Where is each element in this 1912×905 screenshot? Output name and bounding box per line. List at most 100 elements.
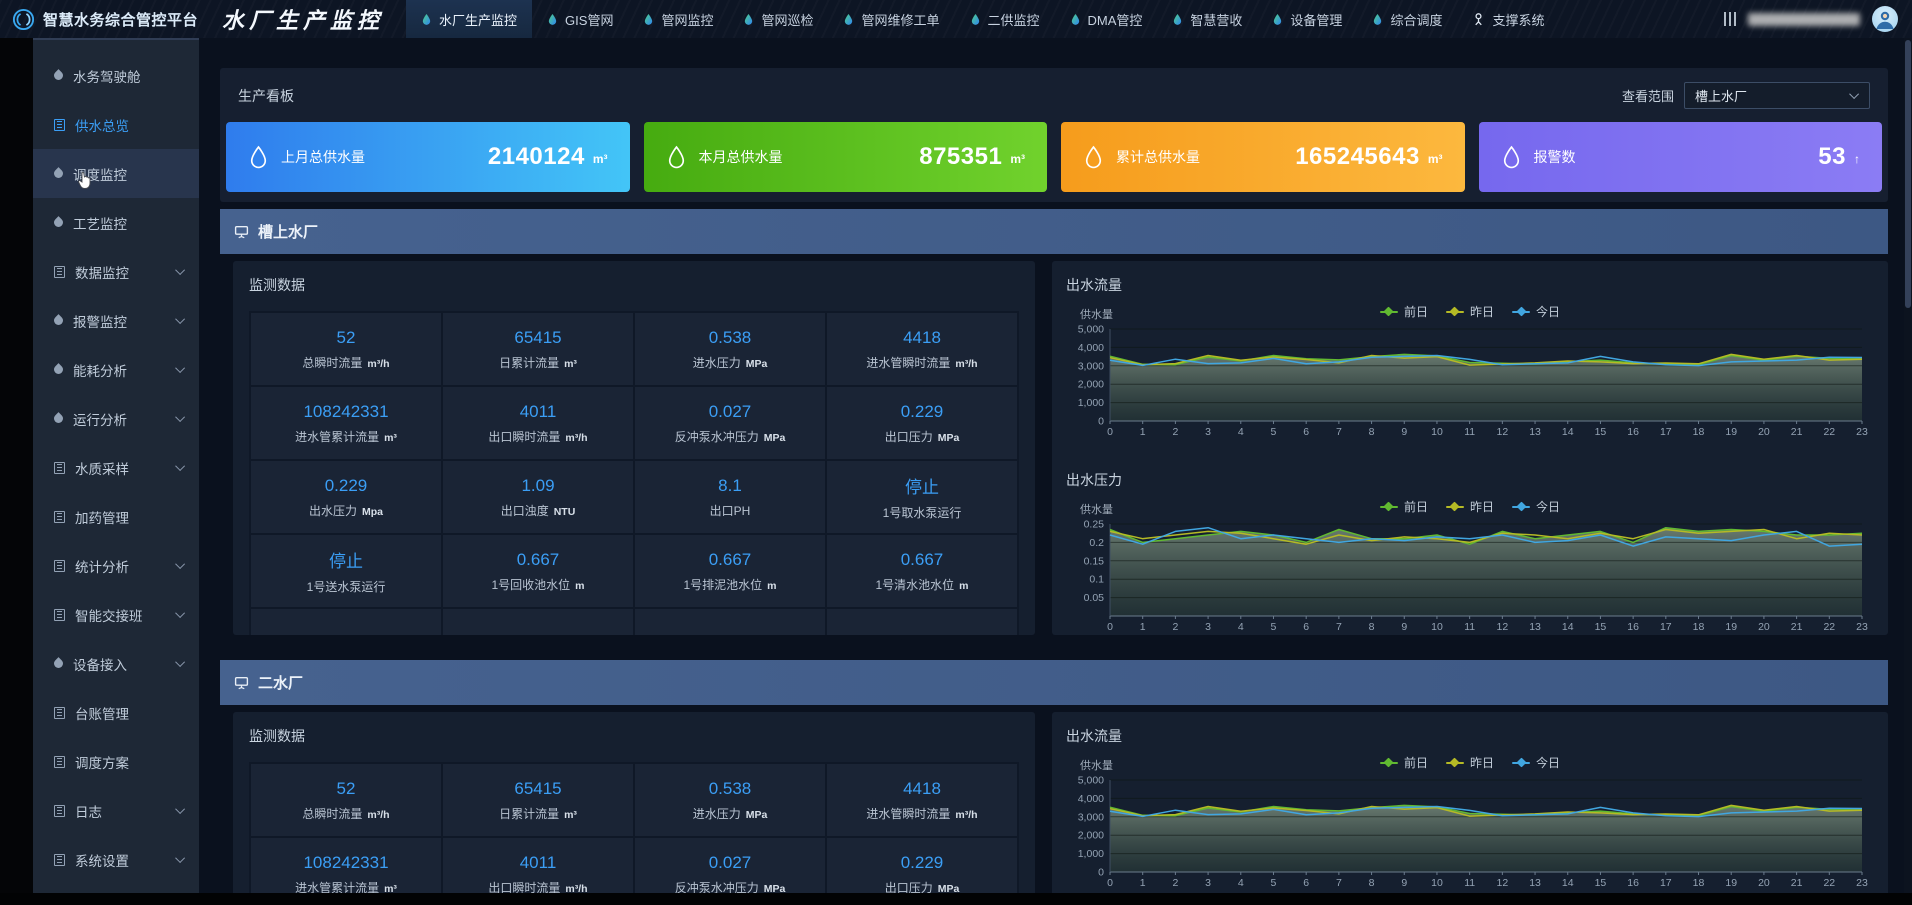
- sidebar-item[interactable]: 加药管理: [33, 492, 199, 541]
- sidebar-item[interactable]: 供水总览: [33, 100, 199, 149]
- sidebar-item[interactable]: 工艺监控: [33, 198, 199, 247]
- legend-item[interactable]: 前日: [1379, 303, 1428, 320]
- sidebar-item[interactable]: 统计分析: [33, 541, 199, 590]
- nav-item[interactable]: 水厂生产监控: [406, 0, 533, 38]
- sidebar-item[interactable]: 系统设置: [33, 835, 199, 884]
- svg-text:17: 17: [1660, 621, 1672, 633]
- sidebar-item-label: 工艺监控: [73, 216, 127, 232]
- svg-text:1,000: 1,000: [1078, 848, 1104, 860]
- svg-text:0: 0: [1107, 877, 1113, 889]
- metric-cell: 0.538 进水压力 MPa: [635, 313, 825, 385]
- svg-text:23: 23: [1856, 877, 1868, 889]
- metric-label: 进水管瞬时流量: [866, 355, 951, 370]
- legend-item[interactable]: 今日: [1512, 498, 1560, 515]
- sidebar-item[interactable]: 调度方案: [33, 737, 199, 786]
- left-black-rail: [0, 38, 33, 893]
- svg-text:5: 5: [1271, 426, 1277, 438]
- sidebar-item[interactable]: 数据监控: [33, 247, 199, 296]
- sidebar-item[interactable]: 设备接入: [33, 639, 199, 688]
- top-nav: 智慧水务综合管控平台 水厂生产监控 水厂生产监控 GIS管网 管网监控 管网巡检…: [0, 0, 1912, 38]
- nav-item[interactable]: 设备管理: [1257, 0, 1357, 38]
- nav-item[interactable]: 综合调度: [1357, 0, 1457, 38]
- metric-cell: 0.667 1号清水池水位 m: [827, 535, 1017, 607]
- svg-text:20: 20: [1758, 877, 1770, 889]
- metric-value: 52: [336, 327, 356, 347]
- nav-item[interactable]: DMA管控: [1055, 0, 1158, 38]
- metric-value: 108242331: [303, 401, 389, 421]
- nav-item[interactable]: 智慧营收: [1157, 0, 1257, 38]
- nav-item[interactable]: 二供监控: [955, 0, 1055, 38]
- chart-plot-holder: 0.05 0.1 0.15 0.2 0.25 0 1 2 3 4 5 6 7 8 9 10 11 12 13 14 15…: [1064, 518, 1876, 635]
- nav-item-label: 综合调度: [1390, 12, 1443, 28]
- user-avatar[interactable]: [1872, 6, 1898, 32]
- legend-item[interactable]: 昨日: [1445, 498, 1494, 515]
- droplet-icon: [971, 13, 979, 25]
- sidebar-item[interactable]: 报警监控: [33, 296, 199, 345]
- chart-title: 出水压力: [1066, 472, 1122, 488]
- nav-item-label: 管网维修工单: [861, 12, 940, 28]
- nav-item[interactable]: 管网监控: [628, 0, 728, 38]
- svg-text:19: 19: [1725, 877, 1737, 889]
- metric-cell: 0.667 1号回收池水位 m: [443, 535, 633, 607]
- legend-item[interactable]: 前日: [1379, 754, 1428, 771]
- metric-value: 运行: [521, 630, 555, 636]
- metric-label: 出水压力: [308, 503, 357, 518]
- metric-value: 108242331: [303, 852, 389, 872]
- svg-text:0.2: 0.2: [1089, 537, 1104, 549]
- sidebar-item[interactable]: 水务驾驶舱: [33, 51, 199, 100]
- nav-item[interactable]: 管网维修工单: [828, 0, 954, 38]
- svg-text:15: 15: [1595, 621, 1607, 633]
- metric-label: 总瞬时流量: [302, 806, 363, 821]
- metric-cell: 0.229 出水压力 Mpa: [251, 461, 441, 533]
- sidebar-item[interactable]: 运行分析: [33, 394, 199, 443]
- legend-item[interactable]: 昨日: [1445, 303, 1494, 320]
- sidebar-item[interactable]: 能耗分析: [33, 345, 199, 394]
- sidebar-item-label: 水质采样: [75, 461, 129, 477]
- legend-item[interactable]: 前日: [1379, 498, 1428, 515]
- scrollbar-thumb[interactable]: [1905, 40, 1911, 308]
- metric-unit: m³: [564, 808, 577, 821]
- water-drop-icon: [250, 145, 267, 168]
- sidebar-item[interactable]: 台账管理: [33, 688, 199, 737]
- sidebar-item[interactable]: 调度监控: [33, 149, 199, 198]
- svg-text:5,000: 5,000: [1078, 775, 1104, 787]
- svg-text:10: 10: [1431, 621, 1443, 633]
- nav-item[interactable]: GIS管网: [532, 0, 628, 38]
- metric-value: 4418: [903, 778, 941, 798]
- stat-card: 本月总供水量 875351 m³: [643, 122, 1047, 192]
- document-icon: [54, 559, 65, 572]
- droplet-icon: [52, 69, 65, 82]
- metric-value: 0.027: [708, 852, 752, 872]
- sidebar-item[interactable]: 日志: [33, 786, 199, 835]
- legend-item[interactable]: 今日: [1512, 754, 1560, 771]
- legend-item[interactable]: 今日: [1512, 303, 1560, 320]
- scope-select[interactable]: 槽上水厂: [1684, 82, 1870, 109]
- scrollbar[interactable]: [1904, 38, 1912, 893]
- metric-label: 1号取水泵运行: [882, 506, 962, 520]
- svg-text:8: 8: [1369, 426, 1375, 438]
- droplet-icon: [1071, 13, 1079, 25]
- chart-block: 出水压力 供水量 前日 昨日 今日 0.05 0.1 0.15 0.2 0.25 0 1 2 3 4 5…: [1064, 470, 1876, 635]
- svg-text:0: 0: [1107, 426, 1113, 438]
- metric-cell: 52 总瞬时流量 m³/h: [251, 764, 441, 836]
- svg-text:4: 4: [1238, 426, 1244, 438]
- chart-legend: 前日 昨日 今日: [1064, 303, 1876, 320]
- metric-value: 52: [336, 778, 356, 798]
- metric-value: 0.667: [900, 549, 944, 569]
- svg-text:1: 1: [1140, 426, 1146, 438]
- metric-value: 0.538: [708, 778, 752, 798]
- metric-cell: 0.229 出口压力 MPa: [827, 387, 1017, 459]
- metric-value: 0.667: [708, 549, 752, 569]
- metric-label: 进水管累计流量: [295, 880, 380, 894]
- nav-item[interactable]: 管网巡检: [728, 0, 828, 38]
- sidebar-item[interactable]: 智能交接班: [33, 590, 199, 639]
- metric-unit: MPa: [763, 882, 786, 894]
- sidebar-item-label: 系统设置: [75, 853, 129, 869]
- chart-block: 出水流量 供水量 前日 昨日 今日 0 1,000 2,000 3,000 4,000 5,0…: [1064, 275, 1876, 446]
- nav-item-label: DMA管控: [1087, 12, 1143, 28]
- chart-block: 出水流量 供水量 前日 昨日 今日 0 1,000 2,000 3,000 4,000 5,0…: [1064, 726, 1876, 893]
- nav-item[interactable]: 支撑系统: [1457, 0, 1559, 38]
- sidebar-item[interactable]: 水质采样: [33, 443, 199, 492]
- plant-name: 二水厂: [258, 675, 304, 692]
- legend-item[interactable]: 昨日: [1445, 754, 1494, 771]
